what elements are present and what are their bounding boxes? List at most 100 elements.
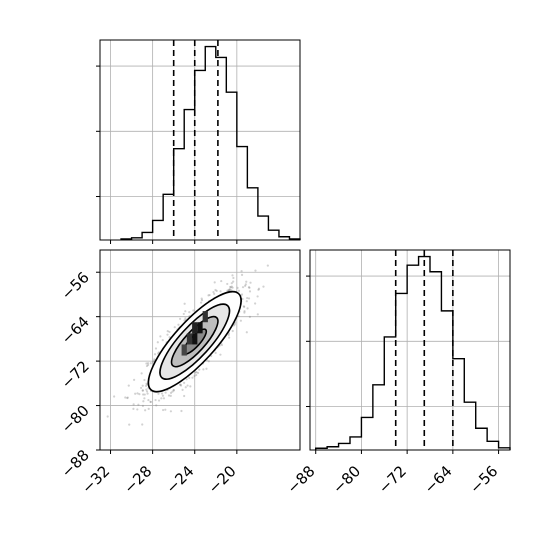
- scatter-point: [151, 360, 155, 363]
- scatter-point: [246, 307, 249, 310]
- axes-frame: [99, 39, 301, 241]
- scatter-point: [168, 330, 171, 334]
- scatter-point: [183, 319, 186, 322]
- histogram-bar: [163, 194, 174, 240]
- scatter-point: [146, 362, 150, 365]
- histogram-bar: [453, 359, 464, 450]
- scatter-point: [191, 376, 194, 379]
- scatter-point: [157, 399, 161, 402]
- scatter-point: [193, 374, 196, 378]
- scatter-point: [212, 290, 215, 294]
- scatter-point: [145, 382, 148, 385]
- scatter-point: [113, 395, 116, 398]
- histogram-bar: [464, 402, 475, 450]
- scatter-point: [132, 403, 135, 406]
- scatter-point: [185, 378, 188, 381]
- density-block: [197, 322, 203, 334]
- quantile-lines: [172, 40, 219, 240]
- scatter-point: [200, 299, 204, 302]
- scatter-point: [188, 376, 191, 380]
- histogram-bar: [205, 47, 216, 240]
- scatter-point: [227, 289, 230, 292]
- scatter-point: [133, 378, 136, 381]
- scatter-point: [183, 394, 186, 398]
- scatter-point: [142, 393, 145, 396]
- scatter-point: [244, 283, 247, 286]
- scatter-point: [186, 384, 189, 387]
- scatter-point: [139, 386, 143, 390]
- scatter-point: [262, 285, 265, 288]
- scatter-point: [132, 407, 135, 410]
- scatter-point: [232, 276, 235, 280]
- scatter-point: [232, 280, 235, 283]
- scatter-point: [202, 368, 205, 371]
- scatter-point: [244, 284, 247, 287]
- histogram-bar: [373, 385, 384, 450]
- scatter-point: [143, 393, 146, 396]
- scatter-point: [208, 293, 211, 297]
- scatter-point: [228, 288, 231, 291]
- scatter-point: [199, 301, 203, 304]
- scatter-point: [247, 297, 251, 300]
- scatter-point: [145, 364, 149, 368]
- scatter-point: [184, 310, 187, 313]
- scatter-point: [240, 293, 244, 296]
- scatter-point: [154, 347, 158, 350]
- scatter-point: [169, 394, 172, 397]
- histogram-bar: [237, 147, 248, 240]
- scatter-point: [141, 389, 144, 392]
- histogram-bar: [268, 230, 279, 240]
- histogram-bar: [247, 188, 258, 240]
- scatter-point: [106, 415, 109, 418]
- histogram-bars: [120, 45, 301, 240]
- scatter-point: [254, 302, 257, 305]
- scatter-point: [149, 400, 152, 403]
- scatter-point: [156, 341, 159, 344]
- scatter-point: [161, 394, 165, 397]
- histogram-bar: [441, 311, 452, 450]
- histogram-bar: [184, 110, 195, 240]
- scatter-point: [248, 290, 252, 293]
- scatter-point: [247, 286, 251, 289]
- scatter-point: [228, 288, 231, 291]
- histogram-bar: [339, 443, 350, 450]
- scatter-point: [167, 394, 171, 397]
- scatter-point: [161, 339, 164, 342]
- scatter-point: [140, 372, 143, 375]
- scatter-point: [188, 310, 191, 314]
- scatter-point: [192, 309, 195, 312]
- scatter-point: [154, 398, 157, 402]
- histogram-step: [120, 45, 301, 240]
- scatter-point: [256, 313, 259, 316]
- histogram-bar: [396, 293, 407, 450]
- scatter-point: [182, 312, 185, 316]
- scatter-point: [214, 288, 217, 292]
- scatter-point: [213, 281, 216, 284]
- scatter-point: [136, 392, 139, 395]
- scatter-point: [153, 358, 156, 361]
- scatter-point: [243, 311, 246, 314]
- scatter-point: [180, 409, 183, 413]
- scatter-point: [147, 398, 150, 402]
- scatter-point: [200, 297, 203, 300]
- scatter-point: [160, 392, 164, 395]
- scatter-point: [198, 368, 201, 371]
- contour-line: [147, 290, 242, 393]
- scatter-point: [128, 423, 131, 426]
- scatter-point: [172, 389, 175, 392]
- histogram-bar: [487, 441, 498, 450]
- histogram-bar: [226, 92, 237, 240]
- scatter-point: [207, 360, 210, 363]
- scatter-point: [220, 343, 224, 347]
- scatter-point: [226, 289, 229, 292]
- scatter-point: [161, 408, 165, 412]
- scatter-point: [169, 410, 173, 413]
- scatter-point: [179, 317, 182, 320]
- scatter-point: [136, 408, 139, 411]
- scatter-point: [196, 371, 200, 375]
- scatter-point: [194, 371, 197, 374]
- scatter-point: [141, 384, 144, 387]
- scatter-point: [240, 273, 244, 276]
